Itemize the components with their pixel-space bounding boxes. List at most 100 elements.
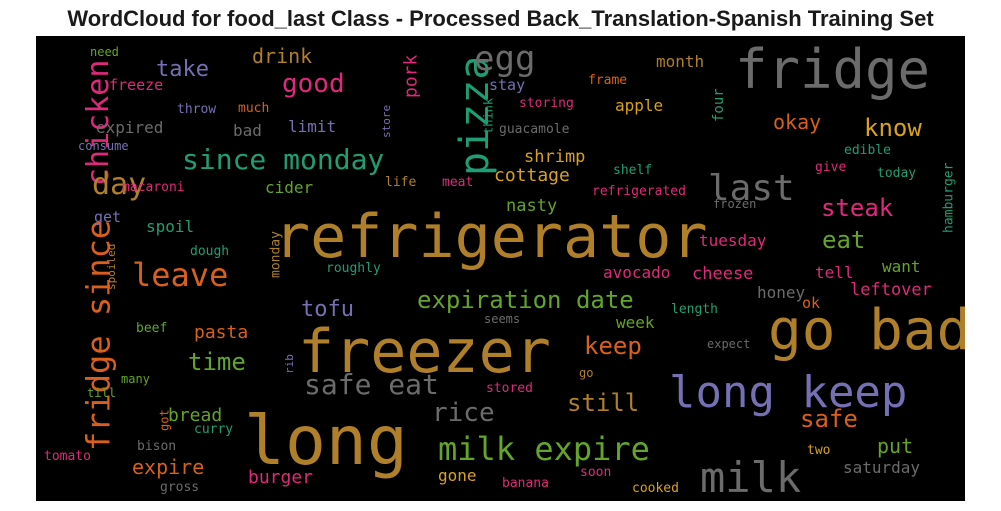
word-egg: egg bbox=[474, 39, 535, 79]
wordcloud-background bbox=[36, 36, 965, 501]
word-life: life bbox=[385, 175, 416, 190]
word-stay: stay bbox=[489, 76, 525, 94]
word-gone: gone bbox=[438, 466, 477, 485]
word-rib: rib bbox=[283, 354, 296, 374]
word-bison: bison bbox=[137, 439, 176, 454]
word-leftover: leftover bbox=[850, 280, 932, 300]
word-soon: soon bbox=[580, 465, 611, 480]
word-pork: pork bbox=[400, 54, 421, 98]
word-edible: edible bbox=[844, 143, 891, 158]
word-since-monday: since monday bbox=[182, 143, 384, 176]
words-layer: refrigerator long freezer go bad fridge long … bbox=[44, 38, 965, 501]
word-pizza: pizza bbox=[452, 56, 498, 176]
word-nasty: nasty bbox=[506, 196, 557, 216]
word-got: got bbox=[158, 409, 172, 431]
word-frame: frame bbox=[588, 73, 627, 88]
word-hamburger: hamburger bbox=[941, 162, 956, 233]
word-day: day bbox=[92, 167, 146, 202]
word-macaroni: macaroni bbox=[122, 180, 185, 195]
word-today: today bbox=[877, 166, 916, 181]
word-milk-expire: milk expire bbox=[438, 430, 650, 468]
word-saturday: saturday bbox=[843, 458, 920, 477]
word-store: store bbox=[380, 105, 393, 138]
word-tuesday: tuesday bbox=[699, 231, 767, 250]
word-cottage: cottage bbox=[494, 165, 570, 186]
word-week: week bbox=[616, 313, 655, 332]
word-consume: consume bbox=[78, 139, 129, 153]
word-apple: apple bbox=[615, 96, 663, 115]
word-bad: bad bbox=[233, 121, 262, 140]
word-limit: limit bbox=[288, 117, 336, 136]
word-length: length bbox=[671, 302, 718, 317]
word-need: need bbox=[90, 45, 119, 59]
word-much: much bbox=[238, 101, 269, 116]
word-eat: eat bbox=[822, 226, 865, 254]
word-stored: stored bbox=[486, 381, 533, 396]
word-know: know bbox=[864, 114, 922, 142]
word-gross: gross bbox=[160, 480, 199, 495]
word-freezer: freezer bbox=[298, 317, 551, 387]
word-drink: drink bbox=[252, 44, 312, 68]
word-avocado: avocado bbox=[603, 263, 670, 282]
word-think: think bbox=[482, 97, 496, 134]
word-roughly: roughly bbox=[326, 261, 381, 276]
word-spoiled: spoiled bbox=[105, 244, 118, 290]
word-still: still bbox=[567, 389, 639, 417]
word-steak: steak bbox=[821, 194, 894, 222]
word-go: go bbox=[579, 366, 593, 380]
word-fridge: fridge bbox=[735, 38, 930, 101]
word-tofu: tofu bbox=[301, 297, 354, 322]
word-burger: burger bbox=[248, 467, 313, 488]
word-okay: okay bbox=[773, 110, 821, 134]
word-cooked: cooked bbox=[632, 481, 679, 496]
word-month: month bbox=[656, 52, 704, 71]
word-leave: leave bbox=[132, 256, 228, 294]
word-two: two bbox=[807, 443, 830, 458]
word-spoil: spoil bbox=[146, 217, 194, 236]
word-beef: beef bbox=[136, 321, 167, 336]
word-throw: throw bbox=[177, 102, 216, 117]
word-four: four bbox=[711, 88, 727, 122]
word-expired: expired bbox=[96, 118, 163, 137]
word-get: get bbox=[94, 208, 121, 226]
word-guacamole: guacamole bbox=[499, 122, 570, 137]
word-shelf: shelf bbox=[613, 163, 652, 178]
word-tomato: tomato bbox=[44, 449, 91, 464]
word-safe-eat: safe eat bbox=[304, 368, 439, 401]
word-cheese: cheese bbox=[692, 264, 753, 284]
word-storing: storing bbox=[519, 96, 574, 111]
word-ok: ok bbox=[802, 294, 820, 312]
word-meat: meat bbox=[442, 175, 473, 190]
word-refrigerated: refrigerated bbox=[592, 184, 686, 199]
word-chicken: chicken bbox=[81, 60, 116, 186]
word-long: long bbox=[244, 402, 408, 481]
word-put: put bbox=[877, 434, 913, 458]
chart-title: WordCloud for food_last Class - Processe… bbox=[67, 6, 934, 31]
word-give: give bbox=[815, 160, 846, 175]
word-refrigerator: refrigerator bbox=[274, 202, 707, 272]
word-take: take bbox=[156, 57, 209, 82]
word-monday: monday bbox=[268, 231, 283, 278]
word-fridge-since: fridge since bbox=[80, 220, 118, 451]
word-dough: dough bbox=[190, 244, 229, 259]
word-keep: keep bbox=[584, 332, 642, 360]
word-want: want bbox=[882, 257, 921, 276]
word-frozen: frozen bbox=[713, 197, 756, 211]
word-banana: banana bbox=[502, 476, 549, 491]
word-shrimp: shrimp bbox=[524, 147, 585, 167]
word-safe: safe bbox=[800, 405, 858, 433]
word-tell: tell bbox=[815, 263, 854, 282]
word-till: till bbox=[87, 386, 116, 400]
word-rice: rice bbox=[432, 398, 495, 428]
word-expire: expire bbox=[132, 455, 204, 479]
word-expiration-date: expiration date bbox=[417, 286, 634, 314]
word-curry: curry bbox=[194, 422, 233, 437]
word-seems: seems bbox=[484, 312, 520, 326]
word-bread: bread bbox=[168, 405, 222, 426]
wordcloud-canvas: refrigerator long freezer go bad fridge long … bbox=[36, 36, 965, 501]
word-good: good bbox=[282, 69, 345, 99]
word-pasta: pasta bbox=[194, 322, 248, 343]
word-many: many bbox=[121, 372, 150, 386]
word-freeze: freeze bbox=[109, 76, 163, 94]
